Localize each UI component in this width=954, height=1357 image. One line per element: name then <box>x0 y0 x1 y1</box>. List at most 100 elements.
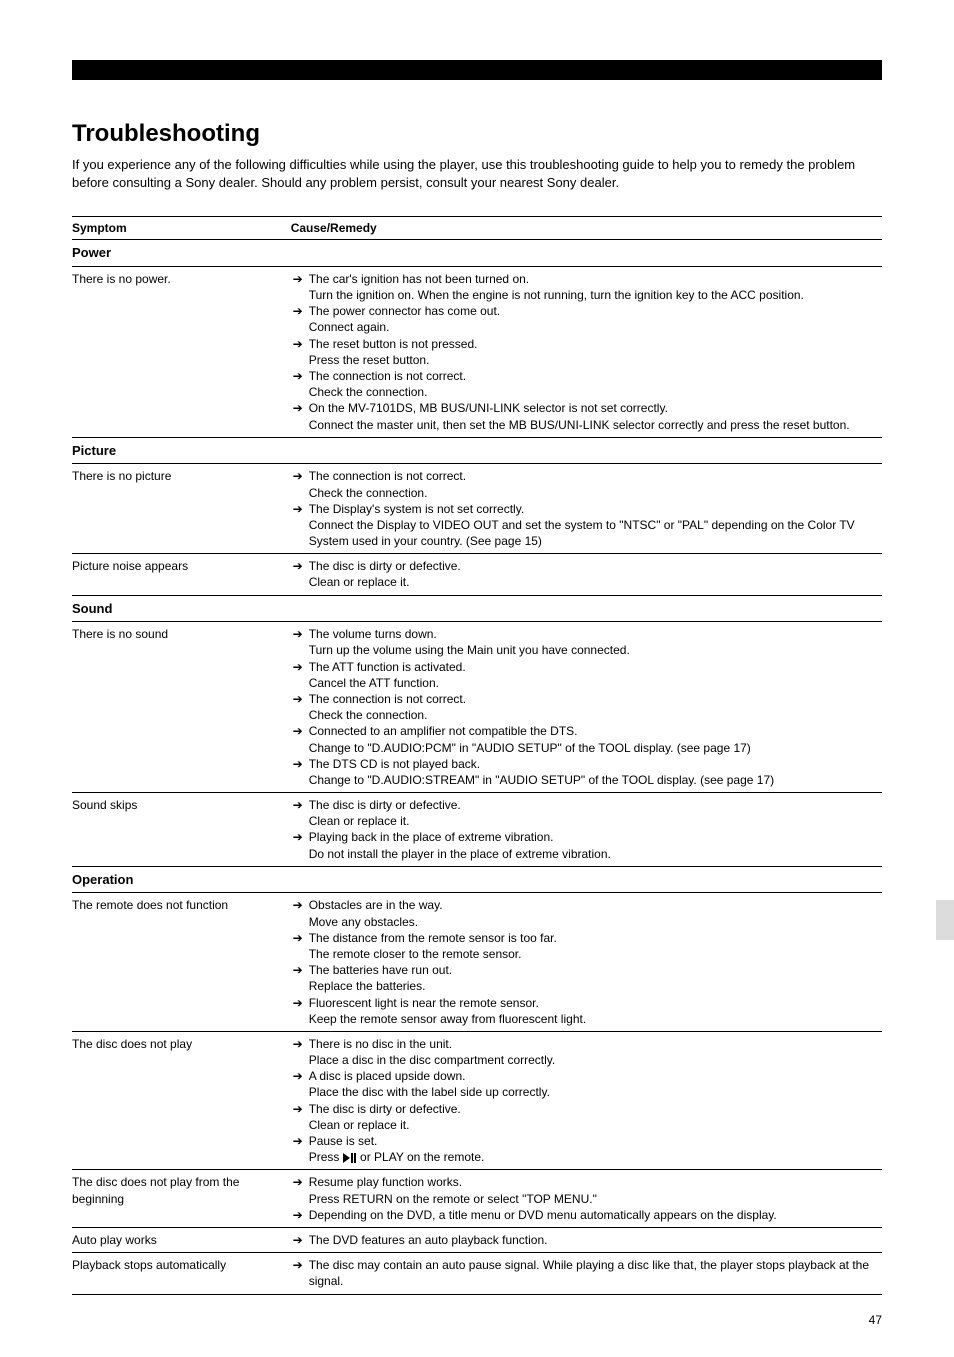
arrow-icon: ➔ <box>291 626 309 658</box>
remedy-cell: ➔The disc is dirty or defective.Clean or… <box>291 554 882 595</box>
remedy-line: ➔The ATT function is activated.Cancel th… <box>291 659 878 691</box>
remedy-text: The disc is dirty or defective.Clean or … <box>309 1101 878 1133</box>
symptom-cell: Sound skips <box>72 793 291 867</box>
remedy-cell: ➔Resume play function works.Press RETURN… <box>291 1170 882 1228</box>
play-pause-icon <box>343 1153 357 1163</box>
arrow-icon: ➔ <box>291 271 309 303</box>
symptom-cell: Playback stops automatically <box>72 1253 291 1294</box>
arrow-icon: ➔ <box>291 1257 309 1289</box>
arrow-icon: ➔ <box>291 1068 309 1100</box>
remedy-text: The distance from the remote sensor is t… <box>309 930 878 962</box>
remedy-line: ➔Depending on the DVD, a title menu or D… <box>291 1207 878 1223</box>
arrow-icon: ➔ <box>291 897 309 929</box>
arrow-icon: ➔ <box>291 1036 309 1068</box>
arrow-icon: ➔ <box>291 468 309 500</box>
remedy-text: Resume play function works.Press RETURN … <box>309 1174 878 1206</box>
remedy-text: The connection is not correct.Check the … <box>309 691 878 723</box>
remedy-text: The batteries have run out.Replace the b… <box>309 962 878 994</box>
remedy-line: ➔Connected to an amplifier not compatibl… <box>291 723 878 755</box>
remedy-cell: ➔There is no disc in the unit.Place a di… <box>291 1031 882 1170</box>
col-header-symptom: Symptom <box>72 217 291 240</box>
symptom-cell: There is no picture <box>72 464 291 554</box>
remedy-cell: ➔The disc is dirty or defective.Clean or… <box>291 793 882 867</box>
arrow-icon: ➔ <box>291 1133 309 1165</box>
arrow-icon: ➔ <box>291 829 309 861</box>
group-header: Power <box>72 240 882 267</box>
remedy-line: ➔The disc is dirty or defective.Clean or… <box>291 558 878 590</box>
remedy-text: The DTS CD is not played back.Change to … <box>309 756 878 788</box>
symptom-cell: The disc does not play from the beginnin… <box>72 1170 291 1228</box>
remedy-line: ➔There is no disc in the unit.Place a di… <box>291 1036 878 1068</box>
remedy-line: ➔The volume turns down.Turn up the volum… <box>291 626 878 658</box>
remedy-text: Obstacles are in the way.Move any obstac… <box>309 897 878 929</box>
remedy-line: ➔The DTS CD is not played back.Change to… <box>291 756 878 788</box>
remedy-text: On the MV-7101DS, MB BUS/UNI-LINK select… <box>309 400 878 432</box>
remedy-text: The ATT function is activated.Cancel the… <box>309 659 878 691</box>
header-bar <box>72 60 882 80</box>
remedy-line: ➔Playing back in the place of extreme vi… <box>291 829 878 861</box>
remedy-text: Fluorescent light is near the remote sen… <box>309 995 878 1027</box>
remedy-line: ➔The connection is not correct.Check the… <box>291 368 878 400</box>
remedy-text: Playing back in the place of extreme vib… <box>309 829 878 861</box>
remedy-cell: ➔The DVD features an auto playback funct… <box>291 1227 882 1252</box>
side-tab <box>936 900 954 940</box>
remedy-text: There is no disc in the unit.Place a dis… <box>309 1036 878 1068</box>
remedy-line: ➔Fluorescent light is near the remote se… <box>291 995 878 1027</box>
remedy-text: The connection is not correct.Check the … <box>309 468 878 500</box>
arrow-icon: ➔ <box>291 303 309 335</box>
arrow-icon: ➔ <box>291 797 309 829</box>
symptom-cell: The remote does not function <box>72 893 291 1032</box>
remedy-line: ➔The reset button is not pressed.Press t… <box>291 336 878 368</box>
arrow-icon: ➔ <box>291 995 309 1027</box>
remedy-text: The volume turns down.Turn up the volume… <box>309 626 878 658</box>
remedy-line: ➔The power connector has come out.Connec… <box>291 303 878 335</box>
remedy-line: ➔The connection is not correct.Check the… <box>291 468 878 500</box>
remedy-text: The DVD features an auto playback functi… <box>309 1232 878 1248</box>
remedy-line: ➔Resume play function works.Press RETURN… <box>291 1174 878 1206</box>
arrow-icon: ➔ <box>291 930 309 962</box>
arrow-icon: ➔ <box>291 1101 309 1133</box>
intro-paragraph: If you experience any of the following d… <box>72 156 882 192</box>
arrow-icon: ➔ <box>291 723 309 755</box>
remedy-cell: ➔The connection is not correct.Check the… <box>291 464 882 554</box>
arrow-icon: ➔ <box>291 558 309 590</box>
remedy-line: ➔The batteries have run out.Replace the … <box>291 962 878 994</box>
arrow-icon: ➔ <box>291 756 309 788</box>
remedy-text: A disc is placed upside down.Place the d… <box>309 1068 878 1100</box>
remedy-line: ➔The distance from the remote sensor is … <box>291 930 878 962</box>
col-header-remedy: Cause/Remedy <box>291 217 882 240</box>
group-header: Sound <box>72 595 882 622</box>
arrow-icon: ➔ <box>291 691 309 723</box>
remedy-line: ➔The Display's system is not set correct… <box>291 501 878 550</box>
remedy-line: ➔The DVD features an auto playback funct… <box>291 1232 878 1248</box>
remedy-cell: ➔Obstacles are in the way.Move any obsta… <box>291 893 882 1032</box>
remedy-text: The connection is not correct.Check the … <box>309 368 878 400</box>
arrow-icon: ➔ <box>291 336 309 368</box>
remedy-text: Depending on the DVD, a title menu or DV… <box>309 1207 878 1223</box>
remedy-text: The Display's system is not set correctl… <box>309 501 878 550</box>
symptom-cell: There is no power. <box>72 266 291 437</box>
remedy-line: ➔Pause is set.Press or PLAY on the remot… <box>291 1133 878 1165</box>
remedy-text: Connected to an amplifier not compatible… <box>309 723 878 755</box>
remedy-text: The car's ignition has not been turned o… <box>309 271 878 303</box>
remedy-line: ➔A disc is placed upside down.Place the … <box>291 1068 878 1100</box>
arrow-icon: ➔ <box>291 962 309 994</box>
symptom-cell: Picture noise appears <box>72 554 291 595</box>
remedy-cell: ➔The car's ignition has not been turned … <box>291 266 882 437</box>
symptom-cell: Auto play works <box>72 1227 291 1252</box>
troubleshooting-table: Symptom Cause/Remedy PowerThere is no po… <box>72 216 882 1294</box>
remedy-cell: ➔The disc may contain an auto pause sign… <box>291 1253 882 1294</box>
remedy-line: ➔The connection is not correct.Check the… <box>291 691 878 723</box>
symptom-cell: There is no sound <box>72 622 291 793</box>
arrow-icon: ➔ <box>291 1232 309 1248</box>
arrow-icon: ➔ <box>291 659 309 691</box>
remedy-text: The disc may contain an auto pause signa… <box>309 1257 878 1289</box>
section-title: Troubleshooting <box>72 120 882 148</box>
remedy-text: The power connector has come out.Connect… <box>309 303 878 335</box>
remedy-text: The disc is dirty or defective.Clean or … <box>309 558 878 590</box>
remedy-text: Pause is set.Press or PLAY on the remote… <box>309 1133 878 1165</box>
group-header: Picture <box>72 437 882 464</box>
remedy-line: ➔The disc may contain an auto pause sign… <box>291 1257 878 1289</box>
arrow-icon: ➔ <box>291 1207 309 1223</box>
remedy-line: ➔The car's ignition has not been turned … <box>291 271 878 303</box>
